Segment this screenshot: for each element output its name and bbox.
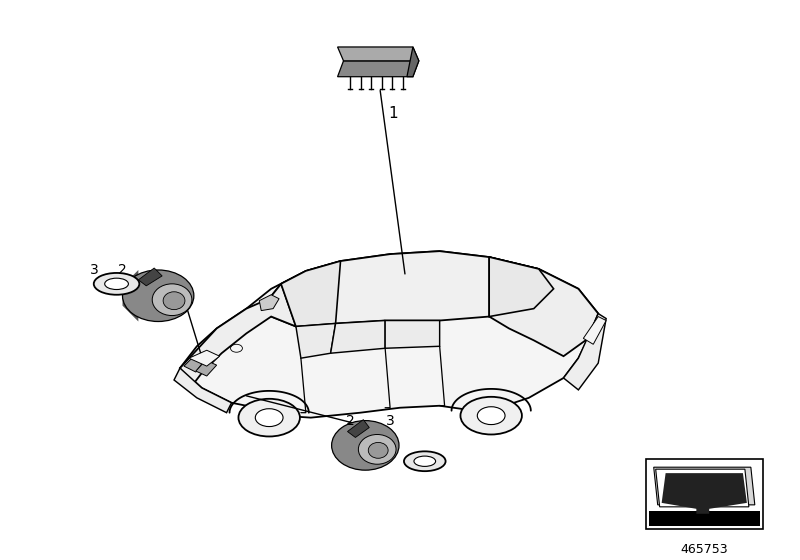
Ellipse shape xyxy=(238,399,300,436)
Text: 1: 1 xyxy=(388,106,398,122)
Polygon shape xyxy=(330,320,385,353)
Text: 2: 2 xyxy=(118,263,127,277)
Ellipse shape xyxy=(414,456,435,466)
Polygon shape xyxy=(489,257,598,356)
Polygon shape xyxy=(189,350,220,366)
Polygon shape xyxy=(259,295,279,311)
Text: 3: 3 xyxy=(386,414,394,428)
Text: 2: 2 xyxy=(346,414,355,428)
Polygon shape xyxy=(184,356,204,372)
Polygon shape xyxy=(563,314,606,390)
Ellipse shape xyxy=(368,442,388,458)
Text: 465753: 465753 xyxy=(681,543,728,556)
Polygon shape xyxy=(338,47,419,61)
Polygon shape xyxy=(489,257,554,316)
Polygon shape xyxy=(646,459,762,529)
Polygon shape xyxy=(296,324,335,358)
Polygon shape xyxy=(269,251,554,326)
Polygon shape xyxy=(662,473,747,514)
Polygon shape xyxy=(138,268,162,286)
Ellipse shape xyxy=(358,435,396,464)
Polygon shape xyxy=(122,270,138,321)
Polygon shape xyxy=(196,360,217,376)
Polygon shape xyxy=(407,47,419,77)
Polygon shape xyxy=(174,368,231,413)
Ellipse shape xyxy=(255,409,283,427)
Polygon shape xyxy=(281,261,341,326)
Polygon shape xyxy=(656,469,749,507)
Polygon shape xyxy=(347,419,370,437)
Polygon shape xyxy=(649,511,760,526)
Polygon shape xyxy=(180,251,598,418)
Ellipse shape xyxy=(461,397,522,435)
Ellipse shape xyxy=(163,292,185,310)
Ellipse shape xyxy=(122,270,194,321)
Text: 3: 3 xyxy=(90,263,99,277)
Ellipse shape xyxy=(152,284,192,315)
Polygon shape xyxy=(654,467,755,505)
Polygon shape xyxy=(385,320,440,348)
Ellipse shape xyxy=(105,278,129,290)
Ellipse shape xyxy=(404,451,446,471)
Ellipse shape xyxy=(478,407,505,424)
Polygon shape xyxy=(338,61,419,77)
Ellipse shape xyxy=(94,273,139,295)
Polygon shape xyxy=(583,316,606,344)
Ellipse shape xyxy=(332,421,399,470)
Polygon shape xyxy=(180,284,296,386)
